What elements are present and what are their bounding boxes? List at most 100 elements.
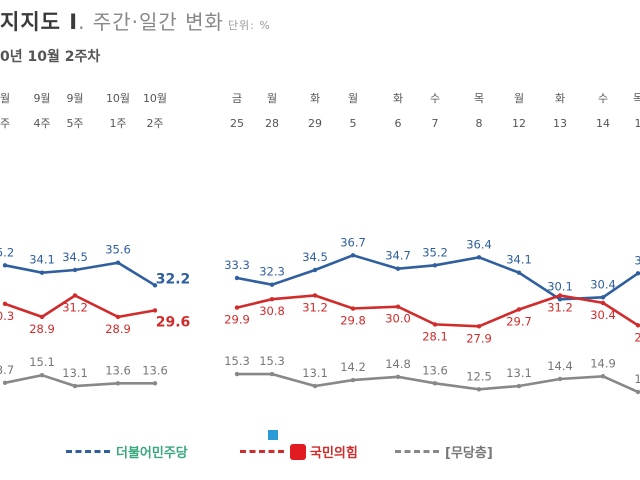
data-point (269, 297, 275, 302)
data-point (152, 381, 158, 386)
title-main: 지지도 I (0, 10, 79, 34)
data-point (557, 297, 563, 302)
poll-line-chart: 월주 9월 4주 9월 5주 10월 1주 10월 2주 5.2 34.1 34.5 35.6 32.2 0… (0, 92, 640, 395)
data-label: 13.6 (422, 363, 448, 377)
x-tick-label-bottom: 13 (553, 117, 567, 130)
data-label: 31.2 (302, 300, 328, 314)
data-label: 30.4 (590, 277, 616, 291)
legend-item-dem: 더불어민주당 (66, 430, 278, 461)
data-label: 34.1 (29, 253, 55, 267)
legend-item-none: [무당층] (395, 442, 493, 461)
data-label: 31.2 (62, 300, 88, 314)
title-sub: . 주간·일간 변화 (78, 10, 224, 34)
legend-label-none: [무당층] (445, 446, 493, 461)
data-point (432, 381, 438, 386)
data-label: 34.7 (385, 249, 411, 263)
data-label: 13.6 (142, 363, 168, 377)
data-label: 35.2 (422, 245, 448, 259)
series-line (235, 294, 640, 328)
data-label: 5.2 (0, 245, 14, 259)
data-label: 0.3 (0, 309, 14, 323)
data-label: 29.6 (156, 314, 191, 330)
data-label: 12.5 (466, 369, 492, 383)
data-label: 13.6 (105, 363, 131, 377)
data-label: 29.7 (506, 314, 532, 328)
data-point (72, 293, 78, 298)
x-tick-label-bottom: 주 (0, 117, 10, 130)
data-label: 34.1 (506, 253, 532, 267)
data-point (476, 255, 482, 260)
data-point (600, 295, 606, 300)
data-label: 32.2 (156, 271, 191, 287)
data-point (234, 305, 240, 310)
x-tick-label-bottom: 4주 (33, 117, 50, 130)
data-label: 14.9 (590, 356, 616, 370)
x-tick-label-bottom: 28 (265, 117, 279, 130)
data-label: 14.2 (340, 360, 366, 374)
data-point (152, 308, 158, 313)
data-label: 13.1 (506, 366, 532, 380)
ppp-party-logo-icon (290, 443, 306, 460)
x-tick-label-top: 9월 (33, 92, 50, 105)
x-tick-label-bottom: 1주 (109, 117, 126, 130)
data-point (312, 383, 318, 389)
legend-item-ppp: 국민의힘 (240, 442, 358, 461)
data-label: 30.0 (385, 312, 411, 326)
legend-label-dem: 더불어민주당 (116, 446, 188, 461)
x-tick-label-top: 수 (598, 92, 608, 105)
data-point (635, 389, 640, 395)
legend-label-ppp: 국민의힘 (310, 446, 358, 461)
data-point (557, 376, 563, 382)
data-point (2, 301, 8, 307)
data-point (516, 383, 522, 389)
data-point (395, 374, 401, 379)
data-label: 14.8 (385, 357, 411, 371)
data-label: 3.7 (0, 363, 14, 377)
data-point (234, 275, 240, 281)
legend: 더불어민주당 국민의힘 [무당층] (0, 430, 640, 466)
data-label: 3 (634, 253, 640, 267)
legend-line-none (395, 450, 439, 453)
x-tick-label-bottom: 6 (395, 117, 402, 130)
data-label: 28.1 (422, 329, 448, 343)
data-point (350, 306, 356, 311)
x-tick-label-top: 월 (267, 92, 277, 105)
data-point (72, 267, 78, 273)
data-point (557, 293, 563, 298)
survey-period: 0년 10월 2주차 (0, 49, 101, 65)
data-label: 27.9 (466, 331, 492, 345)
data-label: 14.4 (547, 359, 573, 373)
data-point (600, 374, 606, 379)
x-tick-label-top: 화 (393, 92, 403, 105)
data-point (350, 377, 356, 383)
data-point (269, 282, 275, 287)
data-point (312, 267, 318, 273)
data-point (2, 380, 8, 385)
data-point (72, 383, 78, 389)
data-point (432, 263, 438, 268)
data-point (476, 324, 482, 329)
data-point (635, 271, 640, 276)
data-point (115, 260, 121, 265)
data-point (115, 381, 121, 386)
data-label: 13.1 (62, 366, 88, 380)
x-tick-label-top: 월 (348, 92, 358, 105)
data-label: 29.9 (224, 313, 250, 327)
x-tick-label-bottom: 2주 (146, 117, 163, 130)
data-point (39, 314, 45, 320)
x-tick-label-top: 화 (555, 92, 565, 105)
data-point (312, 293, 318, 298)
x-tick-label-bottom: 8 (476, 117, 483, 130)
series-line (235, 253, 640, 301)
data-label: 15.3 (259, 354, 285, 368)
data-point (600, 300, 606, 306)
chart-title: 지지도 I. 주간·일간 변화 단위: % (0, 6, 271, 36)
legend-line-ppp (240, 450, 284, 453)
data-point (516, 307, 522, 312)
data-label: 36.4 (466, 237, 492, 251)
x-tick-label-top: 화 (310, 92, 320, 105)
x-tick-label-bottom: 12 (512, 117, 526, 130)
data-point (39, 372, 45, 378)
data-point (269, 371, 275, 377)
x-tick-label-bottom: 14 (596, 117, 610, 130)
